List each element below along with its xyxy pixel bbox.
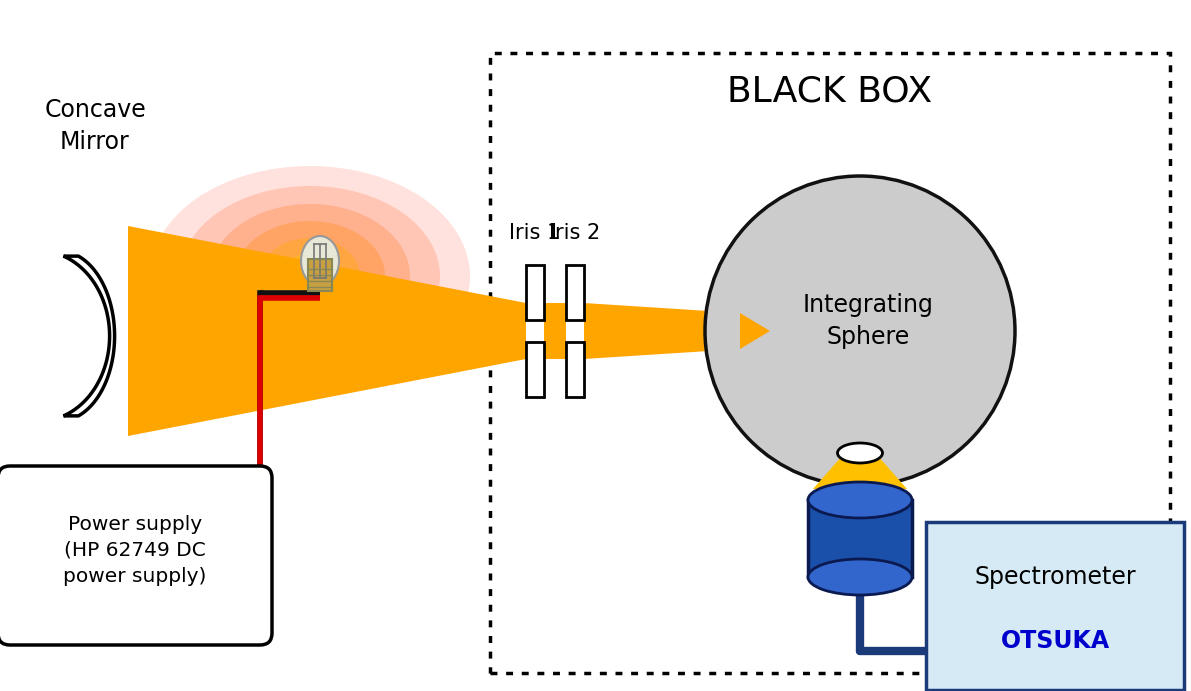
Polygon shape [544, 303, 566, 359]
Ellipse shape [150, 166, 470, 386]
Text: OTSUKA: OTSUKA [1000, 630, 1110, 653]
Bar [526, 265, 544, 320]
Text: Concave
Mirror: Concave Mirror [44, 98, 145, 154]
Ellipse shape [235, 221, 385, 331]
Ellipse shape [210, 204, 410, 348]
Text: Iris 2: Iris 2 [549, 223, 600, 243]
Ellipse shape [280, 254, 339, 298]
Text: Power supply
(HP 62749 DC
power supply): Power supply (HP 62749 DC power supply) [63, 515, 207, 587]
Polygon shape [127, 226, 526, 436]
Ellipse shape [180, 186, 439, 366]
Polygon shape [63, 256, 114, 416]
Ellipse shape [807, 482, 912, 518]
Text: Integrating
Sphere: Integrating Sphere [803, 293, 934, 349]
Polygon shape [584, 303, 740, 359]
Text: Spectrometer: Spectrometer [974, 565, 1136, 589]
FancyBboxPatch shape [0, 466, 272, 645]
Ellipse shape [301, 236, 339, 286]
Bar [308, 259, 332, 291]
Polygon shape [813, 456, 908, 489]
FancyBboxPatch shape [925, 522, 1184, 690]
Ellipse shape [260, 238, 360, 314]
Text: Iris 1: Iris 1 [510, 223, 561, 243]
Ellipse shape [837, 443, 883, 463]
Bar [526, 342, 544, 397]
Bar [566, 342, 584, 397]
Ellipse shape [705, 176, 1015, 486]
Bar [807, 500, 912, 577]
Ellipse shape [807, 559, 912, 595]
Text: BLACK BOX: BLACK BOX [728, 74, 933, 108]
Polygon shape [740, 313, 771, 349]
Bar [566, 265, 584, 320]
